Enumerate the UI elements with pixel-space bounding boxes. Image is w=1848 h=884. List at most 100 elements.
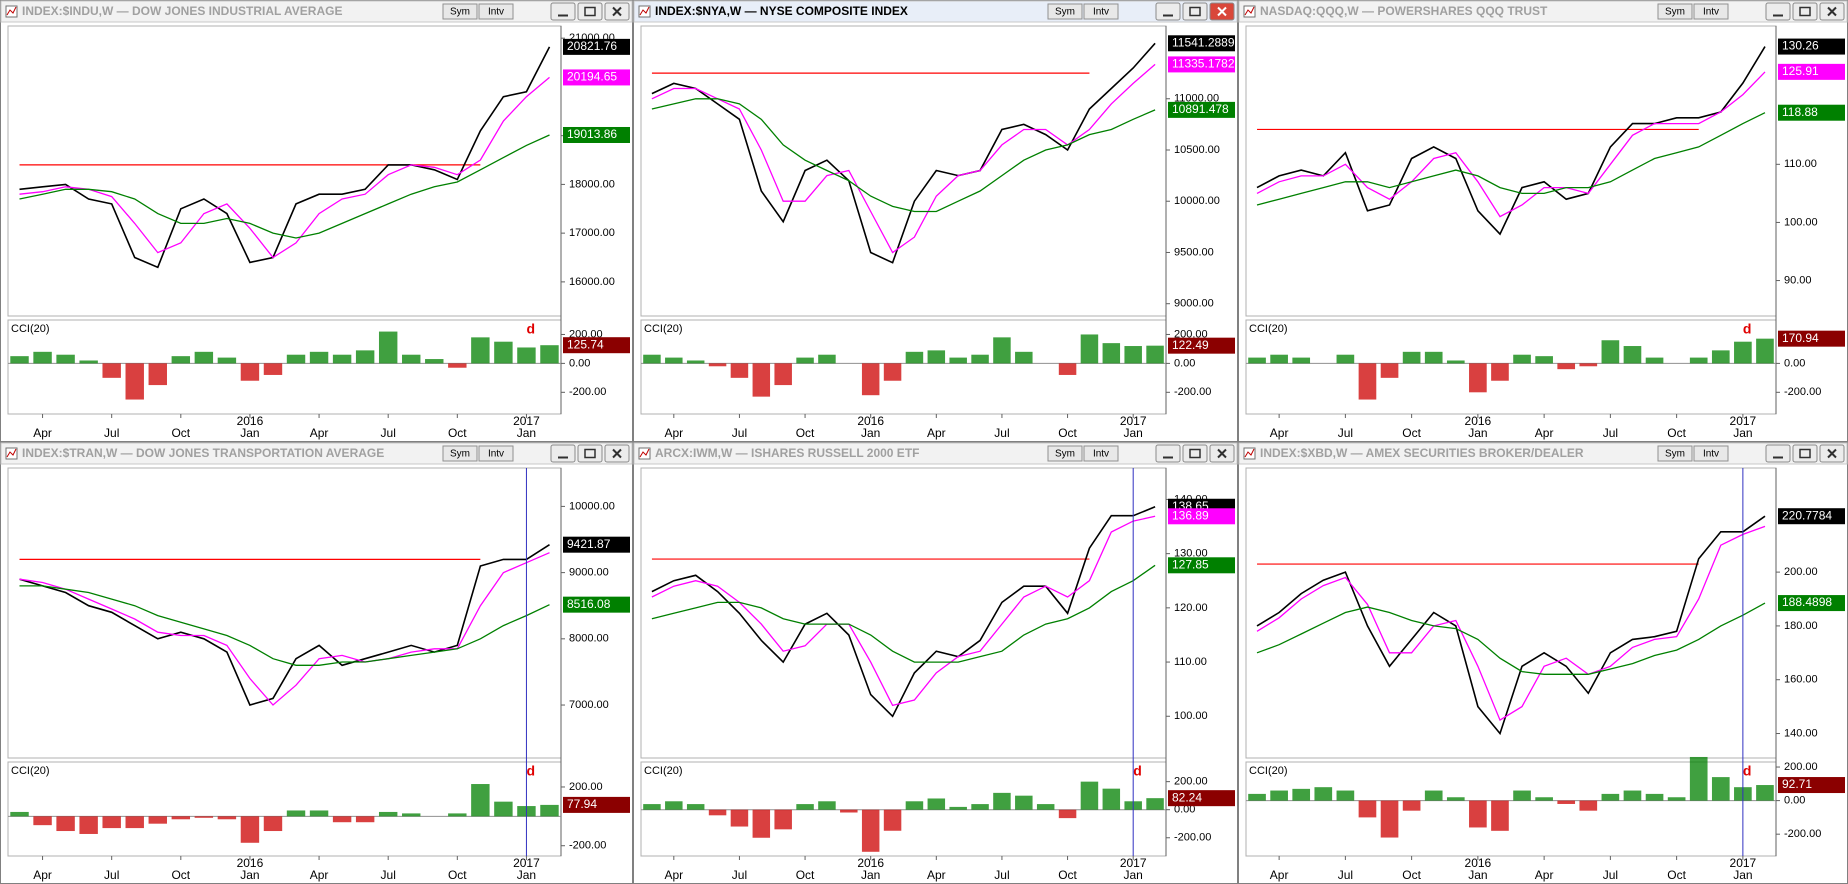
x-tick-label: Oct — [796, 426, 815, 440]
toolbar-button[interactable] — [1693, 3, 1729, 20]
toolbar-button[interactable] — [1657, 445, 1693, 462]
cci-bar — [517, 347, 536, 364]
last-value-label: 10891.478 — [1172, 102, 1229, 116]
x-tick-label: Apr — [310, 426, 329, 440]
x-tick-label: Apr — [33, 868, 52, 882]
cci-bar — [1623, 790, 1642, 801]
maximize-button[interactable] — [1182, 2, 1208, 21]
maximize-button[interactable] — [577, 444, 603, 463]
cci-tick-label: 200.00 — [1174, 776, 1208, 788]
last-value-box — [1778, 595, 1845, 612]
cci-bar — [1756, 785, 1774, 801]
toolbar-button-label[interactable]: Sym — [1055, 7, 1075, 18]
cci-bar — [540, 804, 559, 817]
toolbar-button[interactable] — [478, 3, 514, 20]
moving-average-line — [19, 134, 550, 239]
cci-bar — [332, 354, 352, 364]
x-tick-label: Oct — [1402, 426, 1421, 440]
moving-average-line — [651, 98, 1156, 213]
cci-bar — [33, 816, 52, 826]
cci-bar — [263, 363, 283, 375]
minimize-button[interactable] — [550, 2, 576, 21]
toolbar-button-label[interactable]: Sym — [1665, 449, 1685, 460]
x-tick-label: Jul — [994, 426, 1009, 440]
y-tick-label: 100.00 — [1784, 216, 1818, 228]
cci-bar — [355, 816, 375, 823]
cci-bar — [1314, 787, 1333, 801]
last-value-box — [1168, 35, 1235, 52]
cci-bar — [1124, 346, 1142, 364]
cci-bar — [1446, 360, 1465, 364]
toolbar-button-label[interactable]: Intv — [488, 7, 504, 18]
x-tick-label: Apr — [310, 868, 329, 882]
toolbar-button[interactable] — [442, 445, 478, 462]
toolbar-button[interactable] — [1657, 3, 1693, 20]
cci-bar — [1491, 800, 1509, 831]
toolbar-button-label[interactable]: Intv — [1703, 449, 1719, 460]
cci-bar — [818, 354, 836, 364]
minimize-button[interactable] — [1155, 2, 1181, 21]
cci-pane — [1245, 761, 1777, 857]
cci-bar — [1058, 809, 1077, 819]
last-value-box — [563, 38, 630, 55]
toolbar-button[interactable] — [1047, 445, 1083, 462]
maximize-button[interactable] — [1792, 2, 1818, 21]
cci-bar — [148, 363, 167, 386]
cci-bar — [1711, 350, 1730, 364]
cci-bar — [10, 811, 29, 817]
minimize-button[interactable] — [550, 444, 576, 463]
toolbar-button[interactable] — [1083, 445, 1119, 462]
toolbar-button-label[interactable]: Intv — [488, 449, 504, 460]
year-label: 2017 — [1120, 856, 1147, 870]
cci-last-value-box — [1168, 790, 1235, 807]
toolbar-button[interactable] — [478, 445, 514, 462]
minimize-button[interactable] — [1765, 444, 1791, 463]
toolbar-button-label[interactable]: Intv — [1093, 7, 1109, 18]
cci-bar — [1036, 804, 1055, 810]
cci-bar — [971, 804, 989, 810]
toolbar-button[interactable] — [1693, 445, 1729, 462]
x-tick-label: Oct — [171, 868, 190, 882]
toolbar-button-label[interactable]: Sym — [450, 449, 470, 460]
close-glyph — [612, 448, 622, 459]
last-value-box — [1168, 557, 1235, 574]
toolbar-button[interactable] — [442, 3, 478, 20]
toolbar-button[interactable] — [1083, 3, 1119, 20]
cci-bar — [1080, 781, 1099, 810]
x-tick-label: Jan — [861, 868, 880, 882]
y-tick-label: 8000.00 — [569, 633, 609, 645]
minimize-button[interactable] — [1765, 2, 1791, 21]
cci-bar — [540, 345, 559, 364]
toolbar-button-label[interactable]: Sym — [450, 7, 470, 18]
cci-tick-label: -200.00 — [569, 386, 606, 398]
minimize-button[interactable] — [1155, 444, 1181, 463]
cci-bar — [56, 816, 75, 832]
cci-bar — [1015, 351, 1033, 364]
toolbar-button-label[interactable]: Sym — [1665, 7, 1685, 18]
cci-bar — [993, 337, 1011, 364]
cci-bar — [1557, 800, 1576, 804]
cci-label: CCI(20) — [1249, 765, 1288, 777]
maximize-button[interactable] — [577, 2, 603, 21]
maximize-button[interactable] — [1792, 444, 1818, 463]
toolbar-button[interactable] — [1047, 3, 1083, 20]
year-label: 2017 — [513, 414, 540, 428]
window-icon-glyph — [6, 448, 17, 458]
cci-tick-label: 0.00 — [1174, 804, 1195, 816]
x-tick-label: Jul — [104, 868, 119, 882]
x-tick-label: Oct — [448, 868, 467, 882]
toolbar-button-label[interactable]: Intv — [1703, 7, 1719, 18]
x-tick-label: Oct — [1058, 868, 1077, 882]
x-tick-label: Apr — [1535, 868, 1554, 882]
x-tick-label: Jan — [1468, 868, 1487, 882]
toolbar-button-label[interactable]: Intv — [1093, 449, 1109, 460]
maximize-button[interactable] — [1182, 444, 1208, 463]
cci-bar — [1270, 354, 1288, 364]
cci-bar — [286, 810, 306, 817]
cci-annotation: d — [1743, 321, 1752, 337]
cci-bar — [1292, 788, 1311, 801]
cci-label: CCI(20) — [11, 323, 50, 335]
year-label: 2017 — [1120, 414, 1147, 428]
cci-bar — [665, 357, 683, 364]
toolbar-button-label[interactable]: Sym — [1055, 449, 1075, 460]
